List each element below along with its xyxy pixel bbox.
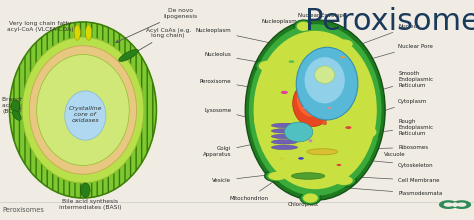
Ellipse shape [254,31,377,189]
Text: Cytoskeleton: Cytoskeleton [349,158,434,167]
Ellipse shape [284,122,313,142]
Ellipse shape [348,79,377,97]
Ellipse shape [11,100,19,112]
Text: Crystalline
core of
oxidases: Crystalline core of oxidases [69,106,102,123]
Text: Branched chain fatty
acyl CoA
(BCFA-COA): Branched chain fatty acyl CoA (BCFA-COA) [2,97,65,114]
Ellipse shape [292,173,325,179]
Wedge shape [439,200,456,209]
Ellipse shape [337,164,341,166]
Ellipse shape [331,37,357,51]
Text: Cell Membrane: Cell Membrane [342,175,440,183]
Ellipse shape [298,157,304,160]
Ellipse shape [74,25,80,40]
Text: Cytoplasm: Cytoplasm [356,99,428,120]
Ellipse shape [264,170,290,182]
Ellipse shape [309,139,312,142]
Ellipse shape [271,134,298,139]
Text: Bile acid synthesis
intermediates (BASI): Bile acid synthesis intermediates (BASI) [59,193,121,210]
Ellipse shape [266,171,288,181]
Ellipse shape [246,20,385,200]
Text: Nuclear Pore: Nuclear Pore [349,44,433,66]
Ellipse shape [295,21,311,32]
Ellipse shape [303,193,318,203]
Ellipse shape [259,61,277,71]
Text: Nuclear Envelope: Nuclear Envelope [298,13,346,29]
Ellipse shape [301,192,319,204]
Ellipse shape [358,126,376,138]
Ellipse shape [271,145,298,150]
Text: Nucleoplasm: Nucleoplasm [196,28,293,48]
Wedge shape [455,200,471,209]
Ellipse shape [340,56,345,58]
Ellipse shape [356,125,378,139]
Text: Smooth
Endoplasmic
Reticulum: Smooth Endoplasmic Reticulum [356,71,433,98]
Ellipse shape [335,39,353,49]
Text: Very long chain fatty
acyl-CoA (VLCFA-COA): Very long chain fatty acyl-CoA (VLCFA-CO… [7,21,77,33]
Ellipse shape [36,55,129,165]
Text: Nucleolus: Nucleolus [205,53,291,68]
Ellipse shape [118,50,138,61]
Ellipse shape [328,107,331,109]
Ellipse shape [255,58,281,74]
Ellipse shape [296,47,358,120]
Ellipse shape [331,174,357,187]
Text: Golgi
Apparatus: Golgi Apparatus [203,139,276,157]
Ellipse shape [271,140,298,144]
Ellipse shape [250,112,276,130]
Text: Ribosomes: Ribosomes [345,145,428,150]
Ellipse shape [257,59,279,73]
Text: Vacuole: Vacuole [314,132,406,156]
Ellipse shape [65,91,106,140]
Ellipse shape [289,60,294,63]
Ellipse shape [353,82,373,94]
Ellipse shape [322,121,327,125]
Ellipse shape [29,46,137,174]
Ellipse shape [297,22,310,31]
Ellipse shape [335,176,353,185]
Text: De novo
lipogenesis: De novo lipogenesis [116,8,197,43]
Ellipse shape [249,24,382,196]
Ellipse shape [280,157,284,159]
Text: Chloroplast: Chloroplast [288,180,319,207]
Ellipse shape [350,81,374,95]
Ellipse shape [254,115,272,127]
Text: Rough
Endoplasmic
Reticulum: Rough Endoplasmic Reticulum [347,119,433,137]
Ellipse shape [304,57,345,103]
Ellipse shape [281,91,288,94]
Ellipse shape [294,20,313,33]
Text: Lysosome: Lysosome [204,108,276,125]
Ellipse shape [307,149,337,155]
Ellipse shape [300,191,321,205]
Text: Peroxisome: Peroxisome [200,79,280,93]
Ellipse shape [333,175,355,186]
Ellipse shape [22,37,144,183]
Ellipse shape [303,106,309,109]
Ellipse shape [12,111,21,120]
Text: Plasmodesmata: Plasmodesmata [337,186,443,196]
Ellipse shape [293,80,333,126]
Ellipse shape [345,126,352,129]
Text: Acyl CoAs (e.g.
long chain): Acyl CoAs (e.g. long chain) [130,28,191,55]
Text: Nucleoplasm: Nucleoplasm [262,20,298,37]
Ellipse shape [85,25,92,40]
Text: Nucleus: Nucleus [347,24,420,50]
Text: Mitochondrion: Mitochondrion [230,154,315,200]
Ellipse shape [333,38,355,50]
Text: Peroxisomes: Peroxisomes [305,7,474,36]
Ellipse shape [271,123,298,128]
Ellipse shape [252,114,274,128]
Ellipse shape [354,123,380,141]
Ellipse shape [315,66,335,84]
Ellipse shape [81,183,90,197]
Ellipse shape [297,81,326,117]
Text: Vesicle: Vesicle [212,171,293,183]
Text: Peroxisomes: Peroxisomes [2,207,44,213]
Ellipse shape [268,172,286,180]
Ellipse shape [271,129,298,133]
Ellipse shape [9,22,156,198]
